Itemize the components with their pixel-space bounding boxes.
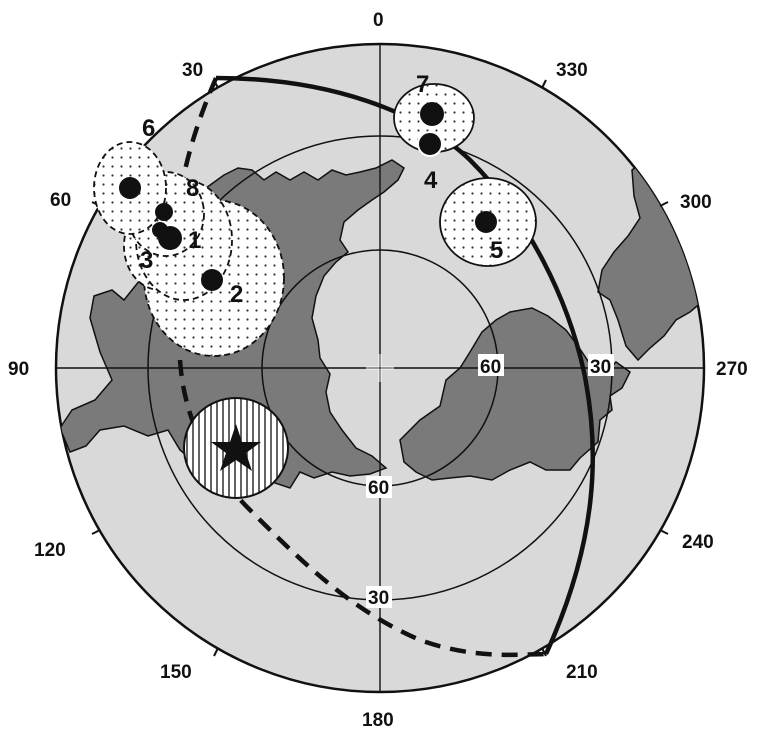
pole-dot-8 xyxy=(155,203,173,221)
pole-dot-6 xyxy=(119,177,141,199)
lat-label-right-60: 60 xyxy=(480,357,501,378)
pole-label-2: 2 xyxy=(230,281,243,308)
azimuth-label-180: 180 xyxy=(362,710,394,731)
center-cross xyxy=(366,354,394,382)
pole-dot-4 xyxy=(417,131,443,157)
pole-label-7: 7 xyxy=(416,71,429,98)
lat-label-bottom-30: 30 xyxy=(368,588,389,609)
azimuth-labels: 0 30 60 90 120 150 180 210 240 270 300 3… xyxy=(8,10,748,731)
pole-label-4: 4 xyxy=(424,167,438,194)
pole-label-6: 6 xyxy=(142,115,155,142)
wander-path-solid xyxy=(215,75,596,655)
landmass-right xyxy=(399,307,631,481)
pole-markers xyxy=(119,102,497,291)
pole-label-3: 3 xyxy=(140,247,153,274)
azimuth-label-60: 60 xyxy=(50,190,71,211)
azimuth-label-270: 270 xyxy=(716,359,748,380)
latitude-labels: 60 30 60 30 xyxy=(366,354,614,609)
pole-label-5: 5 xyxy=(490,237,503,264)
azimuth-label-0: 0 xyxy=(373,10,384,31)
azimuth-label-330: 330 xyxy=(556,60,588,81)
pole-dot-3 xyxy=(152,222,168,238)
star-icon xyxy=(211,424,261,471)
pole-dot-2 xyxy=(201,269,223,291)
azimuth-label-210: 210 xyxy=(566,662,598,683)
pole-label-1: 1 xyxy=(188,227,201,254)
pole-labels: 1 2 3 4 5 6 7 8 xyxy=(140,71,503,308)
wander-path-dashed-upper xyxy=(175,77,219,211)
azimuth-label-90: 90 xyxy=(8,359,29,380)
pole-dot-5 xyxy=(475,211,497,233)
lat-label-bottom-60: 60 xyxy=(368,478,389,499)
azimuth-label-120: 120 xyxy=(34,540,66,561)
pole-label-8: 8 xyxy=(186,175,199,202)
pole-dot-7 xyxy=(420,102,444,126)
azimuth-label-150: 150 xyxy=(160,662,192,683)
azimuth-label-300: 300 xyxy=(680,192,712,213)
azimuth-label-240: 240 xyxy=(682,532,714,553)
azimuth-label-30: 30 xyxy=(182,60,203,81)
lat-label-right-30: 30 xyxy=(590,357,611,378)
